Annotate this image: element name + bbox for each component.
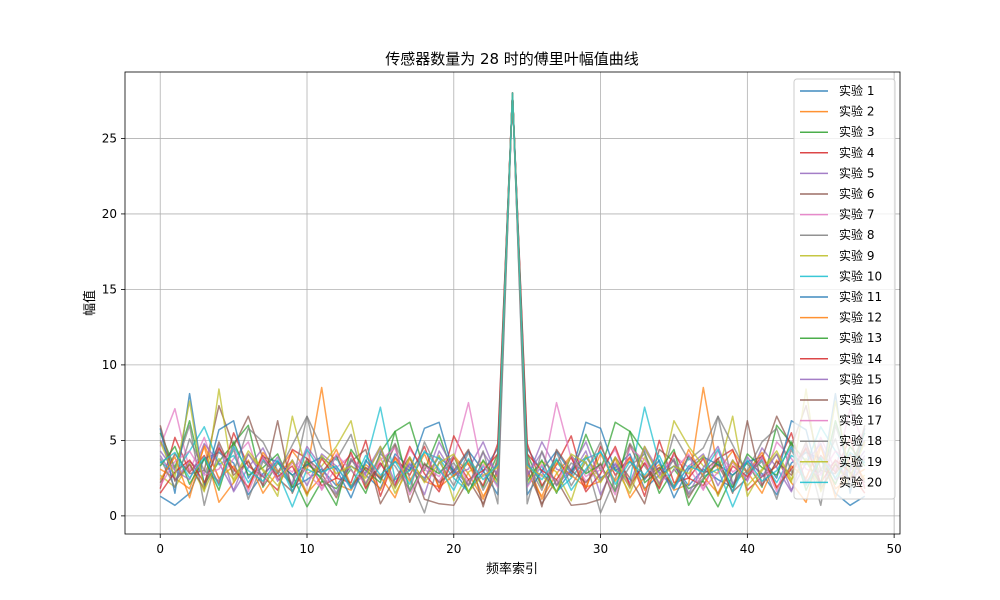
legend-label: 实验 1: [839, 83, 874, 98]
series-line-8: [159, 92, 866, 514]
legend-label: 实验 7: [839, 207, 874, 222]
legend-label: 实验 13: [839, 330, 882, 345]
legend-label: 实验 10: [839, 268, 882, 283]
series-line-17: [159, 92, 866, 496]
series-line-19: [159, 92, 866, 497]
x-tick-label: 20: [446, 542, 461, 556]
y-axis-ticks: 0 5 10 15 20 25: [102, 131, 125, 523]
y-axis-label: 幅值: [82, 290, 98, 316]
x-tick-label: 50: [886, 542, 901, 556]
legend-box: [793, 78, 896, 500]
series-line-15: [159, 92, 866, 494]
legend-label: 实验 2: [839, 104, 874, 119]
legend-label: 实验 16: [839, 392, 882, 407]
legend-label: 实验 17: [839, 413, 882, 428]
series-lines: [159, 92, 866, 514]
series-line-16: [159, 92, 866, 508]
legend-label: 实验 19: [839, 454, 882, 469]
legend-label: 实验 9: [839, 248, 874, 263]
y-tick-label: 20: [102, 207, 117, 221]
series-line-4: [159, 92, 866, 497]
legend-label: 实验 4: [839, 145, 874, 160]
legend-label: 实验 5: [839, 165, 874, 180]
series-line-10: [159, 92, 866, 508]
chart-title: 传感器数量为 28 时的傅里叶幅值曲线: [385, 50, 639, 68]
legend-label: 实验 8: [839, 227, 874, 242]
legend-label: 实验 20: [839, 474, 882, 489]
legend: 实验 1 实验 2 实验 3 实验 4 实验 5 实验 6 实验 7 实验 8 实验 9 实验 1…: [793, 78, 896, 500]
legend-label: 实验 3: [839, 124, 874, 139]
series-line-2: [159, 92, 866, 504]
y-tick-label: 0: [109, 509, 117, 523]
series-line-20: [159, 92, 866, 493]
series-line-12: [159, 92, 866, 499]
series-line-11: [159, 92, 866, 499]
plot-area-frame: [124, 71, 901, 535]
y-tick-label: 5: [109, 433, 117, 447]
series-line-18: [159, 92, 866, 505]
series-line-1: [159, 92, 866, 507]
series-line-5: [159, 92, 866, 496]
legend-label: 实验 6: [839, 186, 874, 201]
legend-label: 实验 11: [839, 289, 882, 304]
x-axis-ticks: 0 10 20 30 40 50: [156, 534, 902, 556]
series-line-7: [159, 92, 866, 491]
x-tick-label: 40: [740, 542, 755, 556]
x-tick-label: 0: [156, 542, 164, 556]
series-line-3: [159, 92, 866, 508]
legend-label: 实验 15: [839, 371, 882, 386]
x-tick-label: 30: [593, 542, 608, 556]
y-tick-label: 10: [102, 358, 117, 372]
series-line-6: [159, 92, 866, 507]
legend-label: 实验 12: [839, 310, 882, 325]
series-line-9: [159, 92, 866, 502]
x-tick-label: 10: [299, 542, 314, 556]
series-line-14: [159, 92, 866, 496]
y-tick-label: 15: [102, 282, 117, 296]
legend-label: 实验 18: [839, 433, 882, 448]
y-tick-label: 25: [102, 131, 117, 145]
legend-label: 实验 14: [839, 351, 882, 366]
series-line-13: [159, 92, 866, 507]
x-axis-label: 频率索引: [486, 561, 538, 577]
